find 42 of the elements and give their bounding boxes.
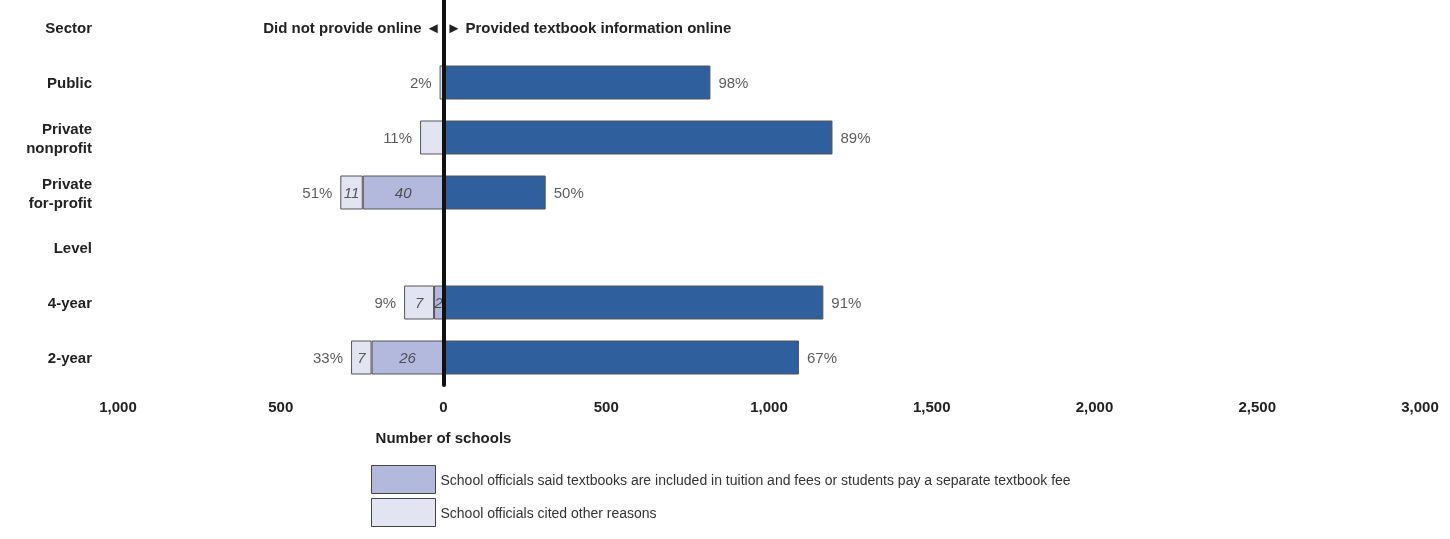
annotation: ► Provided textbook information online [446, 18, 732, 36]
y-tick-label: 4-year [47, 294, 93, 311]
y-tick-label: Public [46, 74, 92, 91]
bar [420, 120, 444, 155]
legend-label: School officials said textbooks are included in tuition and fees or students pay a separate textbook fee [440, 471, 1071, 488]
annotation: 51% [302, 184, 333, 201]
bar [443, 285, 824, 320]
annotation: 33% [313, 349, 344, 366]
annotation: 2% [409, 74, 432, 91]
y-tick-label: Private nonprofit [26, 119, 92, 156]
legend-label: School officials cited other reasons [440, 504, 657, 521]
x-tick-label: 3,000 [1401, 398, 1439, 415]
x-axis-title: Number of schools [375, 428, 512, 446]
annotation: 98% [718, 74, 749, 91]
annotation: 11% [383, 129, 413, 146]
bar [443, 340, 799, 375]
x-tick-label: 1,500 [912, 398, 951, 415]
annotation: 67% [806, 349, 837, 366]
annotation: 7 [357, 349, 367, 366]
x-tick-label: 500 [268, 398, 294, 415]
bar [443, 65, 711, 100]
x-tick-label: 0 [439, 398, 448, 415]
y-tick-label: Sector [45, 19, 93, 36]
x-tick-label: 500 [593, 398, 619, 415]
y-tick-label: Private for-profit [28, 174, 92, 211]
bar [443, 120, 833, 155]
annotation: 9% [374, 294, 397, 311]
annotation: 11 [343, 184, 360, 201]
x-tick-label: 2,000 [1075, 398, 1114, 415]
annotation: Did not provide online ◄ [263, 18, 441, 36]
annotation: 7 [414, 294, 424, 311]
annotation: 26 [398, 349, 417, 366]
annotation: 89% [840, 129, 871, 146]
x-tick-label: 1,000 [99, 398, 137, 415]
x-tick-label: 1,000 [750, 398, 788, 415]
y-tick-label: 2-year [47, 349, 93, 366]
bar [443, 175, 546, 210]
annotation: 91% [831, 294, 862, 311]
annotation: 50% [553, 184, 584, 201]
y-tick-label: Level [53, 239, 92, 256]
annotation: 40 [394, 184, 413, 201]
x-tick-label: 2,500 [1238, 398, 1277, 415]
